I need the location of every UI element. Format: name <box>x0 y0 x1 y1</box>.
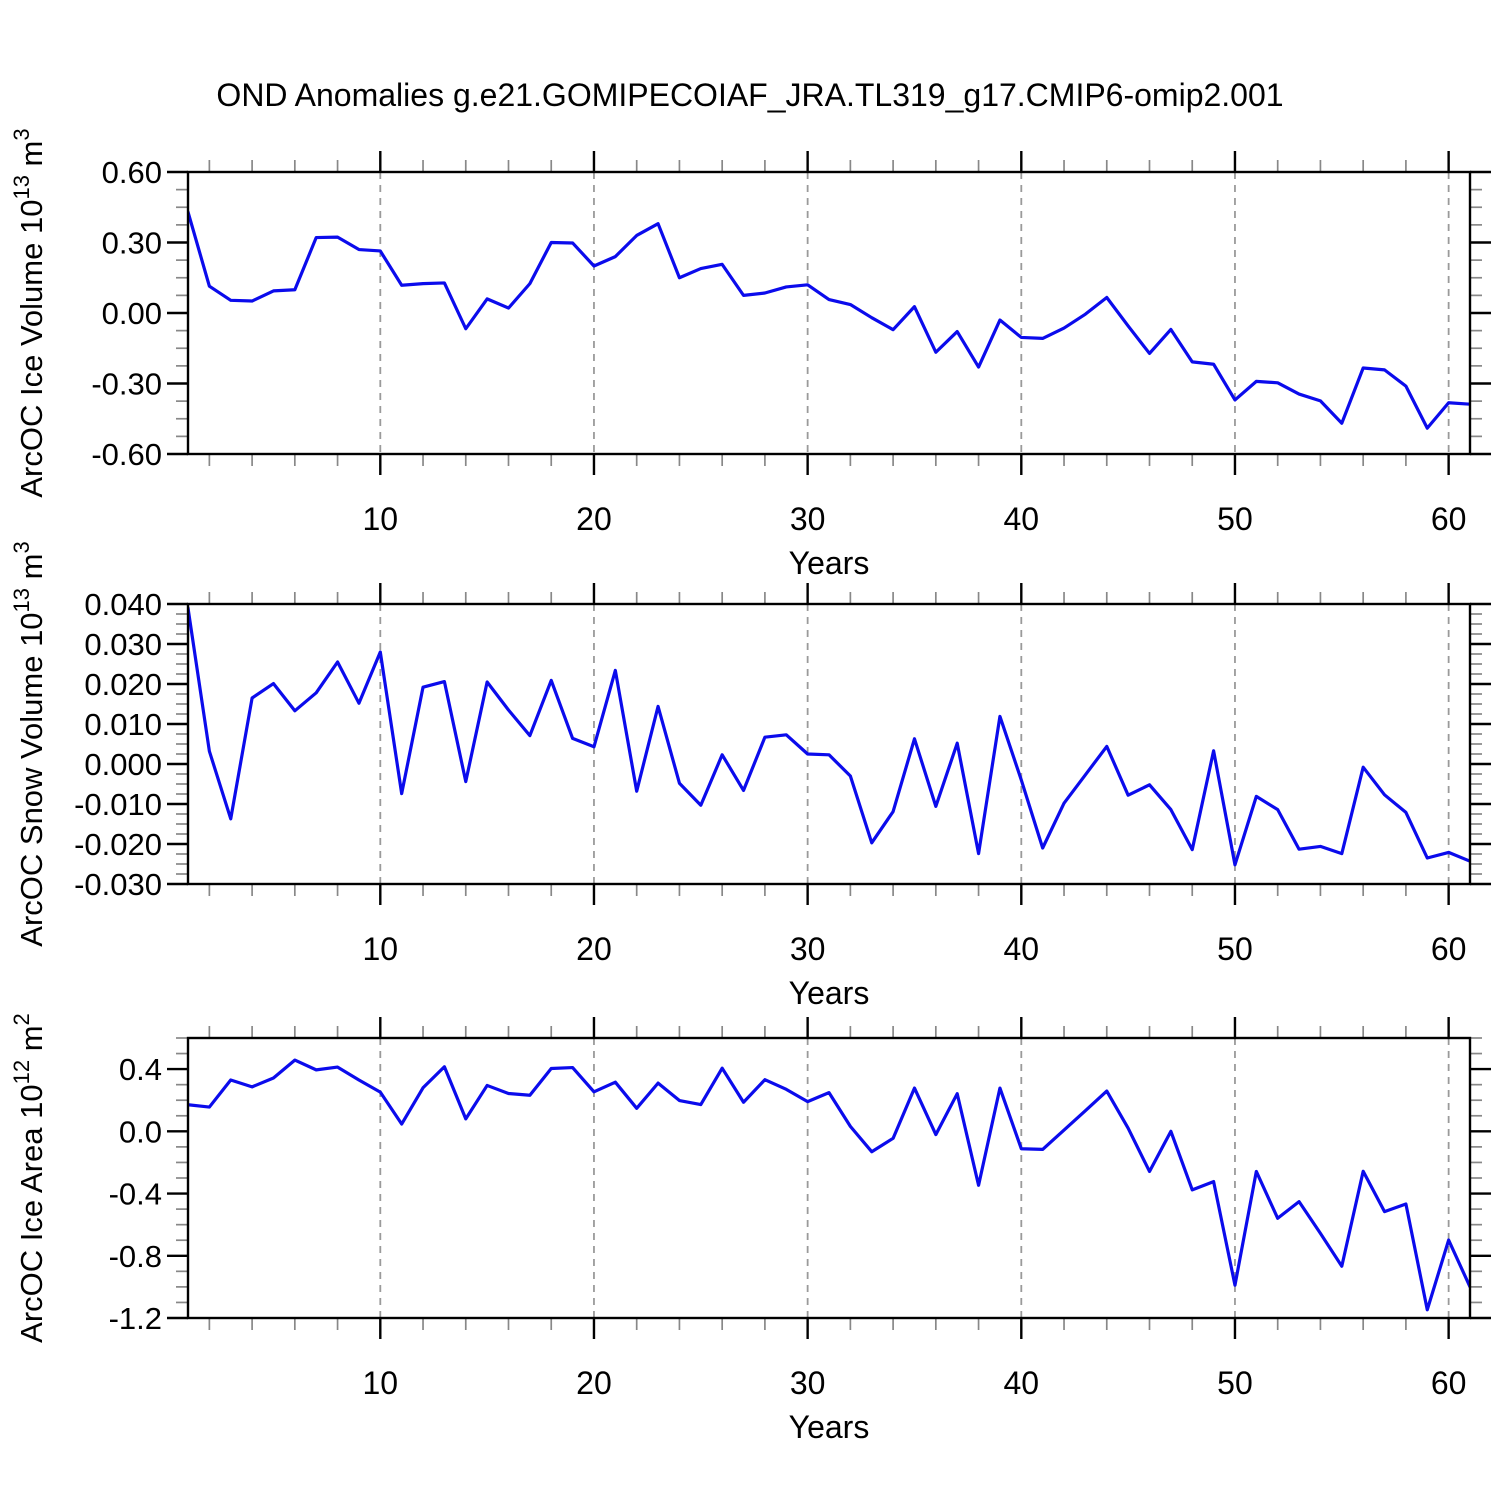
y-axis-label: ArcOC Ice Area 1012​ m2​ <box>9 1013 49 1343</box>
y-tick-label: -0.60 <box>91 437 162 472</box>
y-tick-label: -0.030 <box>74 867 162 902</box>
y-axis-label: ArcOC Snow Volume 1013​ m3​ <box>9 541 49 946</box>
y-axis-label: ArcOC Ice Volume 1013​ m3​ <box>9 128 49 497</box>
x-tick-label: 20 <box>576 1365 612 1401</box>
x-tick-label: 60 <box>1431 931 1467 967</box>
panel-ice-area: 0.4 0.0 -0.4 -0.8 -1.2 10 20 30 40 50 60 Years ArcOC… <box>9 1013 1491 1445</box>
y-tick-label: -0.8 <box>109 1239 162 1274</box>
y-tick-label: -1.2 <box>109 1301 162 1336</box>
y-tick-label: 0.30 <box>102 226 162 261</box>
x-tick-label: 30 <box>790 501 826 537</box>
y-tick-label: 0.0 <box>119 1114 162 1149</box>
y-tick-label: 0.00 <box>102 296 162 331</box>
y-tick-label: 0.000 <box>84 747 162 782</box>
x-tick-label: 20 <box>576 931 612 967</box>
x-tick-label: 40 <box>1004 501 1040 537</box>
x-tick-label: 50 <box>1217 501 1253 537</box>
y-tick-label: -0.010 <box>74 787 162 822</box>
x-tick-label: 40 <box>1004 1365 1040 1401</box>
y-tick-label: 0.60 <box>102 155 162 190</box>
x-tick-label: 40 <box>1004 931 1040 967</box>
y-tick-label: 0.030 <box>84 627 162 662</box>
axis-box <box>186 170 1472 456</box>
x-axis-label: Years <box>789 975 870 1011</box>
y-tick-label: -0.4 <box>109 1177 162 1212</box>
x-tick-label: 10 <box>363 501 399 537</box>
y-tick-label: 0.020 <box>84 667 162 702</box>
data-line-arcoc-ice-volume <box>188 210 1470 430</box>
x-tick-label: 50 <box>1217 1365 1253 1401</box>
x-tick-label: 60 <box>1431 1365 1467 1401</box>
axis-box <box>186 602 1472 886</box>
panel-ice-volume: 0.60 0.30 0.00 -0.30 -0.60 10 20 30 40 50 60 Years A… <box>9 128 1491 581</box>
y-tick-label: -0.020 <box>74 827 162 862</box>
y-tick-label: -0.30 <box>91 367 162 402</box>
y-tick-label: 0.040 <box>84 587 162 622</box>
data-line-arcoc-ice-area <box>188 1058 1470 1312</box>
axis-box <box>186 1036 1472 1320</box>
y-tick-label: 0.010 <box>84 707 162 742</box>
x-axis-label: Years <box>789 545 870 581</box>
chart-title: OND Anomalies g.e21.GOMIPECOIAF_JRA.TL31… <box>216 77 1283 113</box>
x-tick-label: 20 <box>576 501 612 537</box>
x-tick-label: 10 <box>363 931 399 967</box>
panel-snow-volume: 0.040 0.030 0.020 0.010 0.000 -0.010 -0.020 -0.… <box>9 541 1491 1011</box>
x-tick-label: 10 <box>363 1365 399 1401</box>
x-axis-label: Years <box>789 1409 870 1445</box>
data-line-arcoc-snow-volume <box>188 606 1470 867</box>
x-tick-label: 30 <box>790 1365 826 1401</box>
y-tick-label: 0.4 <box>119 1052 162 1087</box>
x-tick-label: 50 <box>1217 931 1253 967</box>
x-tick-label: 60 <box>1431 501 1467 537</box>
x-tick-label: 30 <box>790 931 826 967</box>
